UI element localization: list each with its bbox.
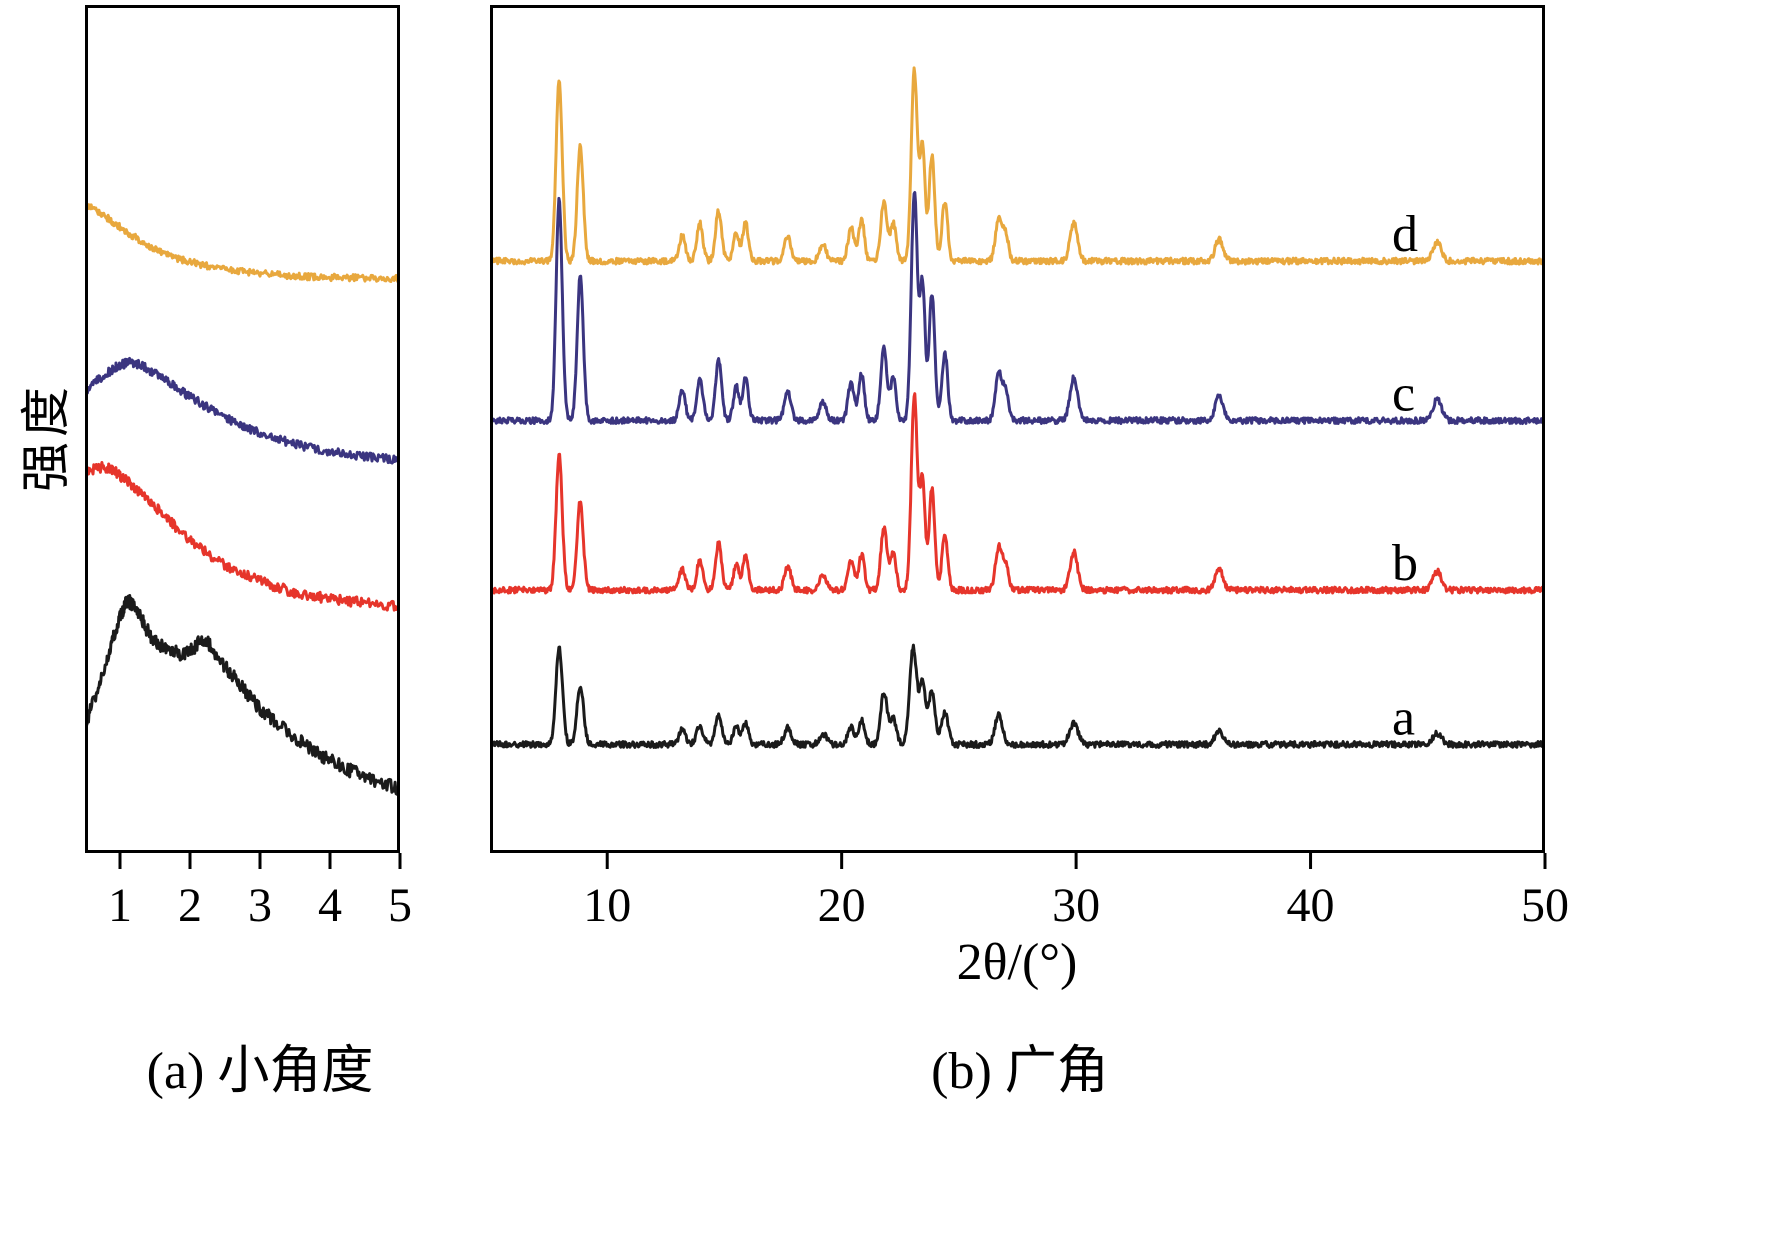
series-label-d: d [1392, 206, 1418, 263]
x-tick-label: 30 [1052, 879, 1100, 932]
axes-frame [85, 5, 400, 853]
wide-angle-chart: a b c d 10 20 30 40 50 [490, 5, 1569, 932]
series-label-a: a [1392, 689, 1415, 746]
curve-d [493, 66, 1542, 266]
x-tick-label: 5 [388, 879, 412, 932]
x-tick-label: 1 [108, 879, 132, 932]
curve-b [493, 392, 1542, 595]
x-axis-label: 2θ/(°) [956, 934, 1078, 991]
y-axis-label: 强度 [18, 382, 74, 492]
caption-wide-angle: (b) 广角 [931, 1043, 1109, 1100]
curve-a [88, 594, 397, 796]
x-tick-label: 2 [178, 879, 202, 932]
curve-d [88, 203, 397, 283]
x-tick-label: 10 [583, 879, 631, 932]
curve-c [88, 356, 397, 465]
series-label-b: b [1392, 535, 1418, 592]
x-tick-label: 50 [1521, 879, 1569, 932]
x-tick-label: 4 [318, 879, 342, 932]
curve-c [493, 191, 1542, 425]
curve-a [493, 643, 1542, 749]
caption-small-angle: (a) 小角度 [146, 1043, 374, 1100]
curve-b [88, 461, 397, 612]
axes-frame [490, 5, 1545, 853]
x-tick-label: 40 [1287, 879, 1335, 932]
x-tick-label: 20 [818, 879, 866, 932]
x-tick-label: 3 [248, 879, 272, 932]
series-label-c: c [1392, 365, 1415, 422]
